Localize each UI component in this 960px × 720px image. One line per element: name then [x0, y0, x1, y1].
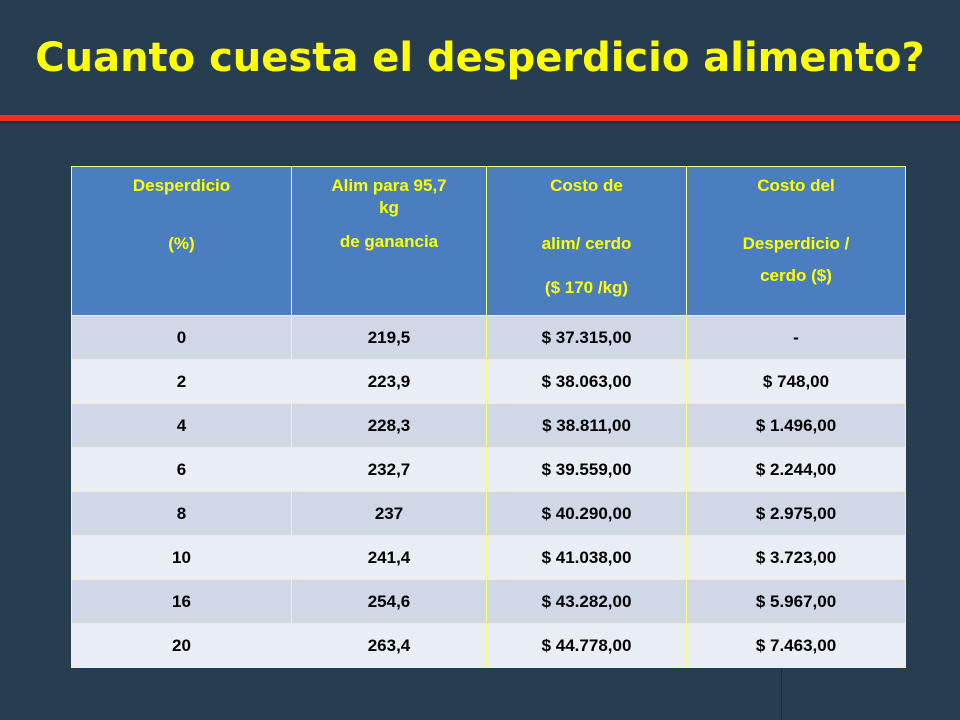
cell-costo-desperdicio: $ 7.463,00: [686, 623, 906, 668]
slide-title: Cuanto cuesta el desperdicio alimento?: [35, 35, 925, 81]
cell-costo-alimento: $ 44.778,00: [486, 623, 687, 668]
cell-alimento: 223,9: [291, 359, 487, 404]
header-costo-desperdicio-line-2: Desperdicio /: [742, 234, 850, 253]
cell-alimento: 232,7: [291, 447, 487, 492]
table-row: 8 237 $ 40.290,00 $ 2.975,00: [71, 491, 906, 536]
cell-costo-desperdicio: $ 1.496,00: [686, 403, 906, 448]
cell-alimento: 219,5: [291, 315, 487, 360]
cell-alimento: 228,3: [291, 403, 487, 448]
header-costo-desperdicio-line-3: cerdo ($): [760, 266, 832, 285]
cell-costo-desperdicio: -: [686, 315, 906, 360]
header-costo-alimento-line-2: alim/ cerdo: [541, 234, 632, 253]
header-costo-alimento: Costo de alim/ cerdo ($ 170 /kg): [486, 166, 687, 316]
cell-costo-alimento: $ 43.282,00: [486, 579, 687, 624]
cell-desperdicio: 6: [71, 447, 292, 492]
cell-costo-desperdicio: $ 3.723,00: [686, 535, 906, 580]
header-alimento-line-2: kg: [379, 198, 399, 217]
header-costo-desperdicio: Costo del Desperdicio / cerdo ($): [686, 166, 906, 316]
cell-desperdicio: 10: [71, 535, 292, 580]
cell-alimento: 263,4: [291, 623, 487, 668]
cell-alimento: 241,4: [291, 535, 487, 580]
cell-costo-desperdicio: $ 748,00: [686, 359, 906, 404]
cell-costo-alimento: $ 41.038,00: [486, 535, 687, 580]
cell-desperdicio: 16: [71, 579, 292, 624]
cell-alimento: 237: [291, 491, 487, 536]
table-row: 16 254,6 $ 43.282,00 $ 5.967,00: [71, 579, 906, 624]
title-divider: [0, 115, 960, 121]
cell-costo-alimento: $ 38.063,00: [486, 359, 687, 404]
header-desperdicio: Desperdicio (%): [71, 166, 292, 316]
cell-alimento: 254,6: [291, 579, 487, 624]
cell-desperdicio: 0: [71, 315, 292, 360]
table-header-row: Desperdicio (%) Alim para 95,7 kg de gan…: [71, 166, 906, 316]
header-alimento-line-3: de ganancia: [339, 232, 439, 251]
header-alimento-line-1: Alim para 95,7: [331, 176, 447, 195]
table-row: 6 232,7 $ 39.559,00 $ 2.244,00: [71, 447, 906, 492]
table-row: 4 228,3 $ 38.811,00 $ 1.496,00: [71, 403, 906, 448]
header-alimento: Alim para 95,7 kg de ganancia: [291, 166, 487, 316]
decorative-vertical-line: [781, 668, 782, 720]
header-costo-alimento-line-1: Costo de: [550, 176, 623, 195]
cell-desperdicio: 8: [71, 491, 292, 536]
table-row: 0 219,5 $ 37.315,00 -: [71, 315, 906, 360]
header-desperdicio-line-2: (%): [168, 234, 195, 253]
cost-table: Desperdicio (%) Alim para 95,7 kg de gan…: [71, 166, 906, 668]
cell-costo-alimento: $ 40.290,00: [486, 491, 687, 536]
cell-costo-alimento: $ 38.811,00: [486, 403, 687, 448]
cell-costo-alimento: $ 39.559,00: [486, 447, 687, 492]
cell-desperdicio: 20: [71, 623, 292, 668]
cell-costo-desperdicio: $ 2.244,00: [686, 447, 906, 492]
table-row: 20 263,4 $ 44.778,00 $ 7.463,00: [71, 623, 906, 668]
cell-costo-desperdicio: $ 5.967,00: [686, 579, 906, 624]
cell-desperdicio: 4: [71, 403, 292, 448]
cell-costo-alimento: $ 37.315,00: [486, 315, 687, 360]
cell-desperdicio: 2: [71, 359, 292, 404]
table-row: 10 241,4 $ 41.038,00 $ 3.723,00: [71, 535, 906, 580]
header-costo-desperdicio-line-1: Costo del: [757, 176, 835, 195]
divider-shadow: [0, 121, 960, 124]
header-costo-alimento-line-3: ($ 170 /kg): [544, 278, 629, 297]
cell-costo-desperdicio: $ 2.975,00: [686, 491, 906, 536]
header-desperdicio-line-1: Desperdicio: [132, 176, 231, 195]
table-row: 2 223,9 $ 38.063,00 $ 748,00: [71, 359, 906, 404]
